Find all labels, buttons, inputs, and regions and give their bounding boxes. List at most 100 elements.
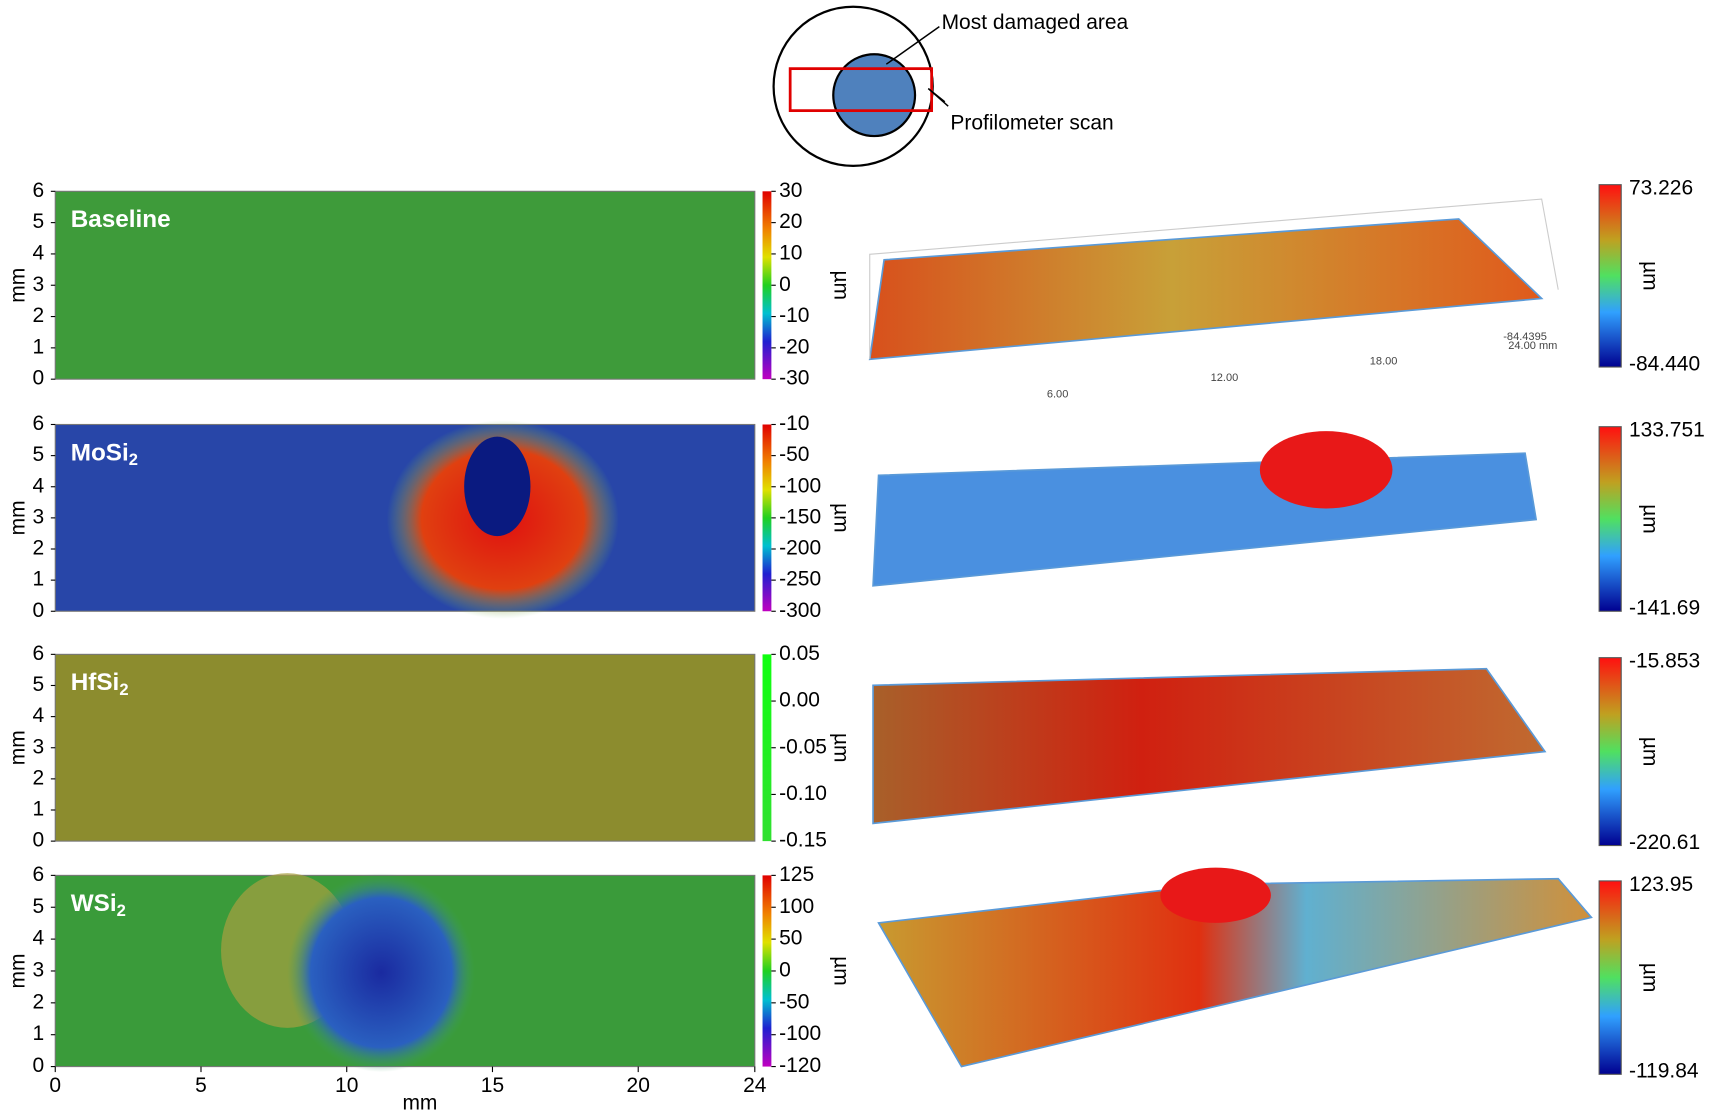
colorbar-label: µm	[829, 733, 852, 763]
y-tick-label: 0	[33, 829, 45, 852]
colorbar-tick-label: 0.00	[779, 689, 820, 712]
colorbar-label: µm	[829, 956, 852, 986]
surface-colorbar-max: -15.853	[1629, 650, 1700, 673]
x-tick-label: 24	[743, 1074, 767, 1097]
colorbar	[763, 654, 772, 841]
x-tick-label: 5	[195, 1074, 207, 1097]
y-tick-label: 1	[33, 568, 45, 591]
panel: Baseline 0 1 2 3 4 5 6 mm 30 20 10 0 -10 -20 -30 µm 6.00 1…	[6, 177, 1700, 401]
colorbar-tick-label: -20	[779, 335, 809, 358]
surface-colorbar	[1599, 185, 1621, 367]
y-tick-label: 5	[33, 443, 45, 466]
surface-colorbar	[1599, 658, 1621, 846]
colorbar-tick-label: -30	[779, 367, 809, 390]
diagram-label: Profilometer scan	[950, 111, 1113, 134]
colorbar	[763, 191, 772, 379]
diagram-label: Most damaged area	[942, 11, 1129, 34]
colorbar-tick-label: 20	[779, 210, 802, 233]
y-tick-label: 3	[33, 505, 45, 528]
colorbar-tick-label: 0	[779, 273, 791, 296]
surface-colorbar-min: -141.69	[1629, 597, 1700, 620]
y-axis-label: mm	[6, 268, 29, 303]
panel-title: Baseline	[71, 207, 171, 234]
schematic	[774, 7, 949, 166]
colorbar-tick-label: -10	[779, 412, 809, 435]
heatmap	[55, 654, 755, 841]
colorbar-tick-label: 0	[779, 959, 791, 982]
x-tick-label: 0	[49, 1074, 61, 1097]
surface-colorbar-max: 133.751	[1629, 419, 1705, 442]
colorbar-tick-label: -50	[779, 443, 809, 466]
surface-3d	[873, 669, 1545, 824]
y-tick-label: 3	[33, 959, 45, 982]
surface-peak	[1260, 431, 1393, 508]
y-tick-label: 4	[33, 927, 45, 950]
y-tick-label: 2	[33, 304, 45, 327]
panel-name: Baseline	[71, 207, 171, 234]
y-tick-label: 0	[33, 1054, 45, 1077]
y-tick-label: 5	[33, 673, 45, 696]
panel-subscript: 2	[119, 680, 128, 699]
surface-axis-label: 12.00	[1211, 372, 1239, 384]
colorbar-tick-label: 30	[779, 179, 802, 202]
colorbar-tick-label: -200	[779, 537, 821, 560]
y-tick-label: 5	[33, 210, 45, 233]
colorbar-tick-label: 100	[779, 895, 814, 918]
y-tick-label: 0	[33, 599, 45, 622]
y-tick-label: 2	[33, 766, 45, 789]
y-tick-label: 4	[33, 474, 45, 497]
surface-colorbar-max: 123.95	[1629, 873, 1693, 896]
colorbar-tick-label: -120	[779, 1054, 821, 1077]
y-tick-label: 3	[33, 735, 45, 758]
colorbar-tick-label: -100	[779, 474, 821, 497]
x-tick-label: 10	[335, 1074, 358, 1097]
y-tick-label: 1	[33, 335, 45, 358]
panel-name: MoSi	[71, 440, 129, 467]
surface-3d	[870, 219, 1542, 359]
surface-colorbar-max: 73.226	[1629, 177, 1693, 200]
surface-colorbar-label: µm	[1638, 261, 1661, 291]
y-tick-label: 5	[33, 895, 45, 918]
y-tick-label: 4	[33, 241, 45, 264]
panel: MoSi20123456mm-10-50-100-150-200-250-300…	[6, 412, 1704, 622]
figure: Most damaged area Profilometer scan Base…	[0, 0, 1724, 1112]
surface-axis-label: 6.00	[1047, 389, 1069, 401]
damage-region	[464, 437, 530, 536]
x-axis-label: mm	[402, 1092, 437, 1112]
y-tick-label: 4	[33, 704, 45, 727]
colorbar-tick-label: 125	[779, 863, 814, 886]
y-tick-label: 2	[33, 990, 45, 1013]
colorbar-tick-label: -0.05	[779, 735, 827, 758]
y-tick-label: 6	[33, 179, 45, 202]
x-tick-label: 20	[627, 1074, 650, 1097]
y-tick-label: 1	[33, 798, 45, 821]
y-tick-label: 2	[33, 537, 45, 560]
colorbar-tick-label: -100	[779, 1022, 821, 1045]
panel-title: MoSi2	[71, 440, 138, 470]
colorbar-tick-label: -50	[779, 990, 809, 1013]
surface-colorbar-min: -220.61	[1629, 831, 1700, 854]
colorbar-label: µm	[829, 270, 852, 300]
panel: HfSi20123456mm0.050.00-0.05-0.10-0.15µm-…	[6, 642, 1700, 854]
y-tick-label: 1	[33, 1022, 45, 1045]
panel-name: WSi	[71, 891, 117, 918]
damage-region	[287, 873, 475, 1072]
y-axis-label: mm	[6, 730, 29, 765]
colorbar-tick-label: -0.15	[779, 829, 827, 852]
surface-colorbar	[1599, 881, 1621, 1074]
y-tick-label: 3	[33, 273, 45, 296]
y-tick-label: 0	[33, 367, 45, 390]
surface-3d	[873, 453, 1536, 586]
colorbar-label: µm	[829, 503, 852, 533]
y-axis-label: mm	[6, 500, 29, 535]
y-tick-label: 6	[33, 412, 45, 435]
colorbar-tick-label: 10	[779, 241, 802, 264]
panel-name: HfSi	[71, 670, 120, 697]
colorbar-tick-label: -300	[779, 599, 821, 622]
colorbar-tick-label: -10	[779, 304, 809, 327]
colorbar	[763, 424, 772, 611]
surface-colorbar-min: -119.84	[1629, 1060, 1699, 1083]
colorbar-tick-label: 0.05	[779, 642, 820, 665]
surface-colorbar-label: µm	[1638, 963, 1661, 993]
surface-colorbar	[1599, 427, 1621, 612]
